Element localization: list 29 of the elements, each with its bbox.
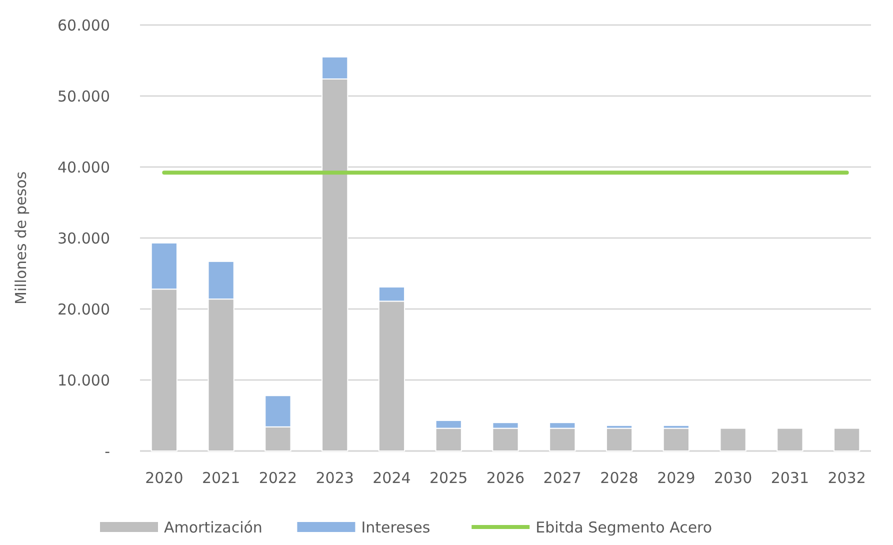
x-tick-label: 2031 [770, 469, 810, 487]
y-tick-label: 20.000 [58, 300, 110, 318]
y-axis-title: Millones de pesos [12, 171, 30, 305]
y-tick-label: 40.000 [58, 158, 110, 176]
x-tick-label: 2022 [258, 469, 298, 487]
legend-label: Amortización [164, 518, 262, 536]
y-tick-label: 60.000 [58, 16, 110, 34]
bar [720, 428, 746, 452]
y-tick-label: - [104, 442, 110, 460]
x-tick-label: 2025 [430, 469, 468, 487]
y-tick-label: 50.000 [58, 87, 110, 106]
x-tick-label: 2029 [657, 469, 696, 487]
x-tick-label: 2024 [372, 469, 411, 487]
y-tick-label: 10.000 [58, 371, 110, 390]
legend-label: Ebitda Segmento Acero [536, 518, 712, 536]
x-tick-label: 2032 [828, 469, 866, 487]
x-tick-label: 2023 [316, 469, 354, 487]
y-tick-label: 30.000 [58, 229, 110, 248]
x-tick-label: 2028 [600, 469, 638, 487]
bar [776, 428, 804, 452]
x-tick-label: 2020 [145, 469, 184, 487]
x-tick-label: 2027 [543, 469, 582, 487]
x-tick-label: 2026 [486, 469, 525, 487]
x-tick-label: 2030 [714, 469, 752, 487]
x-tick-label: 2021 [202, 469, 240, 487]
bar [662, 428, 690, 452]
bar [606, 428, 633, 452]
bar [834, 428, 860, 452]
legend-label: Intereses [361, 518, 430, 536]
